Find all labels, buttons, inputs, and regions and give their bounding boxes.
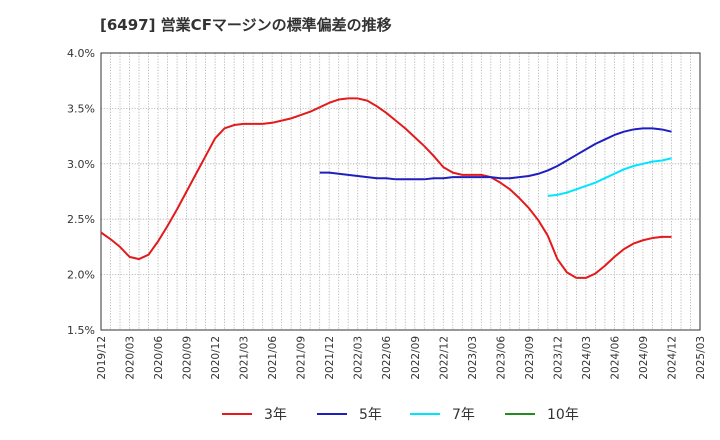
grid-layer (101, 53, 700, 330)
y-tick-label: 4.0% (67, 47, 95, 60)
chart-title: [6497] 営業CFマージンの標準偏差の推移 (100, 16, 392, 34)
x-tick-label: 2022/12 (438, 336, 450, 380)
x-tick-label: 2023/03 (467, 336, 479, 380)
x-tick-label: 2023/09 (524, 336, 536, 380)
x-tick-label: 2024/09 (638, 336, 650, 380)
x-tick-label: 2024/12 (666, 336, 678, 380)
series-line-3年 (100, 97, 672, 279)
y-tick-label: 3.5% (67, 102, 95, 115)
y-tick-label: 1.5% (67, 324, 95, 337)
x-tick-label: 2023/12 (552, 336, 564, 380)
series-layer (100, 97, 672, 279)
legend-label: 5年 (359, 407, 382, 423)
plot-frame (100, 52, 701, 331)
x-tick-label: 2024/06 (609, 336, 621, 380)
series-line-7年 (547, 157, 672, 197)
x-tick-label: 2020/09 (182, 336, 194, 380)
x-tick-label: 2022/09 (410, 336, 422, 380)
legend-label: 3年 (264, 407, 287, 423)
x-tick-label: 2020/03 (125, 336, 137, 380)
legend-label: 7年 (452, 407, 475, 423)
legend-label: 10年 (547, 407, 579, 423)
x-tick-label: 2025/03 (695, 336, 707, 380)
x-tick-label: 2021/09 (296, 336, 308, 380)
y-tick-label: 3.0% (67, 158, 95, 171)
x-tick-label: 2023/06 (495, 336, 507, 380)
x-tick-label: 2019/12 (96, 336, 108, 380)
x-tick-label: 2021/03 (239, 336, 251, 380)
legend: 3年 5年 7年 10年 (222, 407, 579, 423)
x-tick-label: 2020/12 (210, 336, 222, 380)
series-line-5年 (319, 127, 672, 181)
axis-layer: 1.5% 2.0% 2.5% 3.0% 3.5% 4.0% 2019/12 2020/03 20… (67, 47, 707, 380)
y-tick-label: 2.0% (67, 269, 95, 282)
x-tick-label: 2022/03 (353, 336, 365, 380)
x-tick-label: 2021/12 (324, 336, 336, 380)
x-tick-label: 2021/06 (267, 336, 279, 380)
x-tick-label: 2024/03 (581, 336, 593, 380)
y-tick-label: 2.5% (67, 213, 95, 226)
x-tick-label: 2020/06 (153, 336, 165, 380)
x-tick-label: 2022/06 (381, 336, 393, 380)
